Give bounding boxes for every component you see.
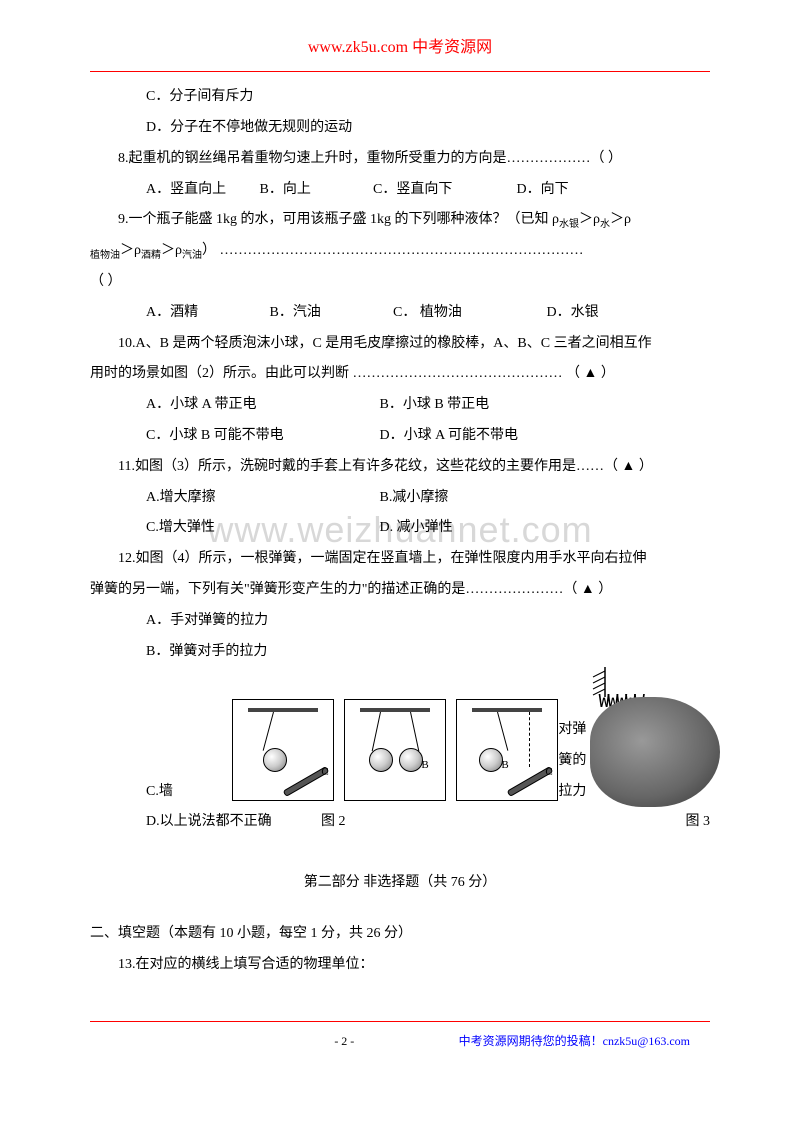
q11-options-row1: A.增大摩擦 B.减小摩擦 bbox=[90, 483, 710, 514]
q12-opt-d: D.以上说法都不正确 bbox=[90, 807, 321, 838]
fig2-panel-2: A B bbox=[344, 699, 446, 801]
q8-options: A．竖直向上 B．向上 C．竖直向下 D．向下 bbox=[90, 175, 710, 206]
q12-stem1: 12.如图（4）所示，一根弹簧，一端固定在竖直墙上，在弹性限度内用手水平向右拉伸 bbox=[90, 544, 710, 575]
q11-opt-c: C.增大弹性 bbox=[146, 513, 376, 544]
fig2-caption: 图 2 bbox=[321, 807, 496, 838]
q9-opt-c: C． 植物油 bbox=[393, 298, 543, 329]
q10-stem1: 10.A、B 是两个轻质泡沫小球，C 是用毛皮摩擦过的橡胶棒，A、B、C 三者之… bbox=[90, 329, 710, 360]
q12-opt-c-post: 对弹簧的拉力 bbox=[558, 715, 588, 807]
part2-title: 第二部分 非选择题（共 76 分） bbox=[90, 868, 710, 899]
q9-sub1: 水银 bbox=[559, 219, 579, 230]
fig2-panel-3: B C bbox=[456, 699, 558, 801]
glove-hand-icon bbox=[590, 697, 720, 807]
section2-title: 二、填空题（本题有 10 小题，每空 1 分，共 26 分） bbox=[90, 919, 710, 950]
q8-opt-a: A．竖直向上 bbox=[146, 175, 256, 206]
q12-opt-a: A．手对弹簧的拉力 bbox=[90, 606, 710, 637]
q8-opt-b: B．向上 bbox=[260, 175, 370, 206]
q9-options: A．酒精 B．汽油 C． 植物油 D．水银 bbox=[90, 298, 710, 329]
q12-stem2: 弹簧的另一端，下列有关"弹簧形变产生的力"的描述正确的是…………………（ ▲ ） bbox=[90, 575, 710, 606]
q10-options-row1: A．小球 A 带正电 B．小球 B 带正电 bbox=[90, 390, 710, 421]
q9-stem: 9.一个瓶子能盛 1kg 的水，可用该瓶子盛 1kg 的下列哪种液体？（已知 ρ… bbox=[90, 205, 710, 297]
q9-stem1: 9.一个瓶子能盛 1kg 的水，可用该瓶子盛 1kg 的下列哪种液体？（已知 ρ bbox=[118, 212, 559, 227]
q9-paren: （ ） bbox=[90, 267, 710, 298]
q8-opt-d: D．向下 bbox=[517, 175, 569, 206]
q12-opt-c-pre: C.墙 bbox=[90, 777, 176, 808]
q11-options-row2: C.增大弹性 D. 减小弹性 bbox=[90, 513, 710, 544]
q9-opt-d: D．水银 bbox=[547, 298, 599, 329]
page-header: www.zk5u.com 中考资源网 bbox=[90, 30, 710, 72]
fig3-spring-hand: WWWWW bbox=[589, 667, 710, 807]
q11-opt-b: B.减小摩擦 bbox=[380, 483, 449, 514]
q12-opt-b: B．弹簧对手的拉力 bbox=[90, 637, 710, 668]
q7-opt-d: D．分子在不停地做无规则的运动 bbox=[90, 113, 710, 144]
q8-opt-c: C．竖直向下 bbox=[373, 175, 513, 206]
q10-opt-c: C．小球 B 可能不带电 bbox=[146, 421, 376, 452]
q13-stem: 13.在对应的横线上填写合适的物理单位： bbox=[90, 950, 710, 981]
header-site: 中考资源网 bbox=[412, 39, 492, 56]
fig3-caption: 图 3 bbox=[496, 807, 710, 838]
header-url: www.zk5u.com bbox=[308, 39, 408, 56]
q10-stem2: 用时的场景如图（2）所示。由此可以判断 ……………………………………… （ ▲ … bbox=[90, 359, 710, 390]
footer-text: 中考资源网期待您的投稿！cnzk5u@163.com bbox=[459, 1028, 690, 1054]
footer-page-number: - 2 - bbox=[230, 1028, 459, 1054]
fig2-panel-1: A C bbox=[232, 699, 334, 801]
q10-opt-b: B．小球 B 带正电 bbox=[380, 390, 490, 421]
q10-options-row2: C．小球 B 可能不带电 D．小球 A 可能不带电 bbox=[90, 421, 710, 452]
figure-row: C.墙 A C bbox=[90, 667, 710, 807]
q9-opt-a: A．酒精 bbox=[146, 298, 266, 329]
q11-stem: 11.如图（3）所示，洗碗时戴的手套上有许多花纹，这些花纹的主要作用是……（ ▲… bbox=[90, 452, 710, 483]
page-footer: - 2 - 中考资源网期待您的投稿！cnzk5u@163.com bbox=[90, 1021, 710, 1054]
q9-opt-b: B．汽油 bbox=[270, 298, 390, 329]
q7-opt-c: C．分子间有斥力 bbox=[90, 82, 710, 113]
q10-opt-a: A．小球 A 带正电 bbox=[146, 390, 376, 421]
q8-stem: 8.起重机的钢丝绳吊着重物匀速上升时，重物所受重力的方向是………………（ ） bbox=[90, 144, 710, 175]
q11-opt-a: A.增大摩擦 bbox=[146, 483, 376, 514]
q10-opt-d: D．小球 A 可能不带电 bbox=[380, 421, 518, 452]
q11-opt-d: D. 减小弹性 bbox=[380, 513, 453, 544]
